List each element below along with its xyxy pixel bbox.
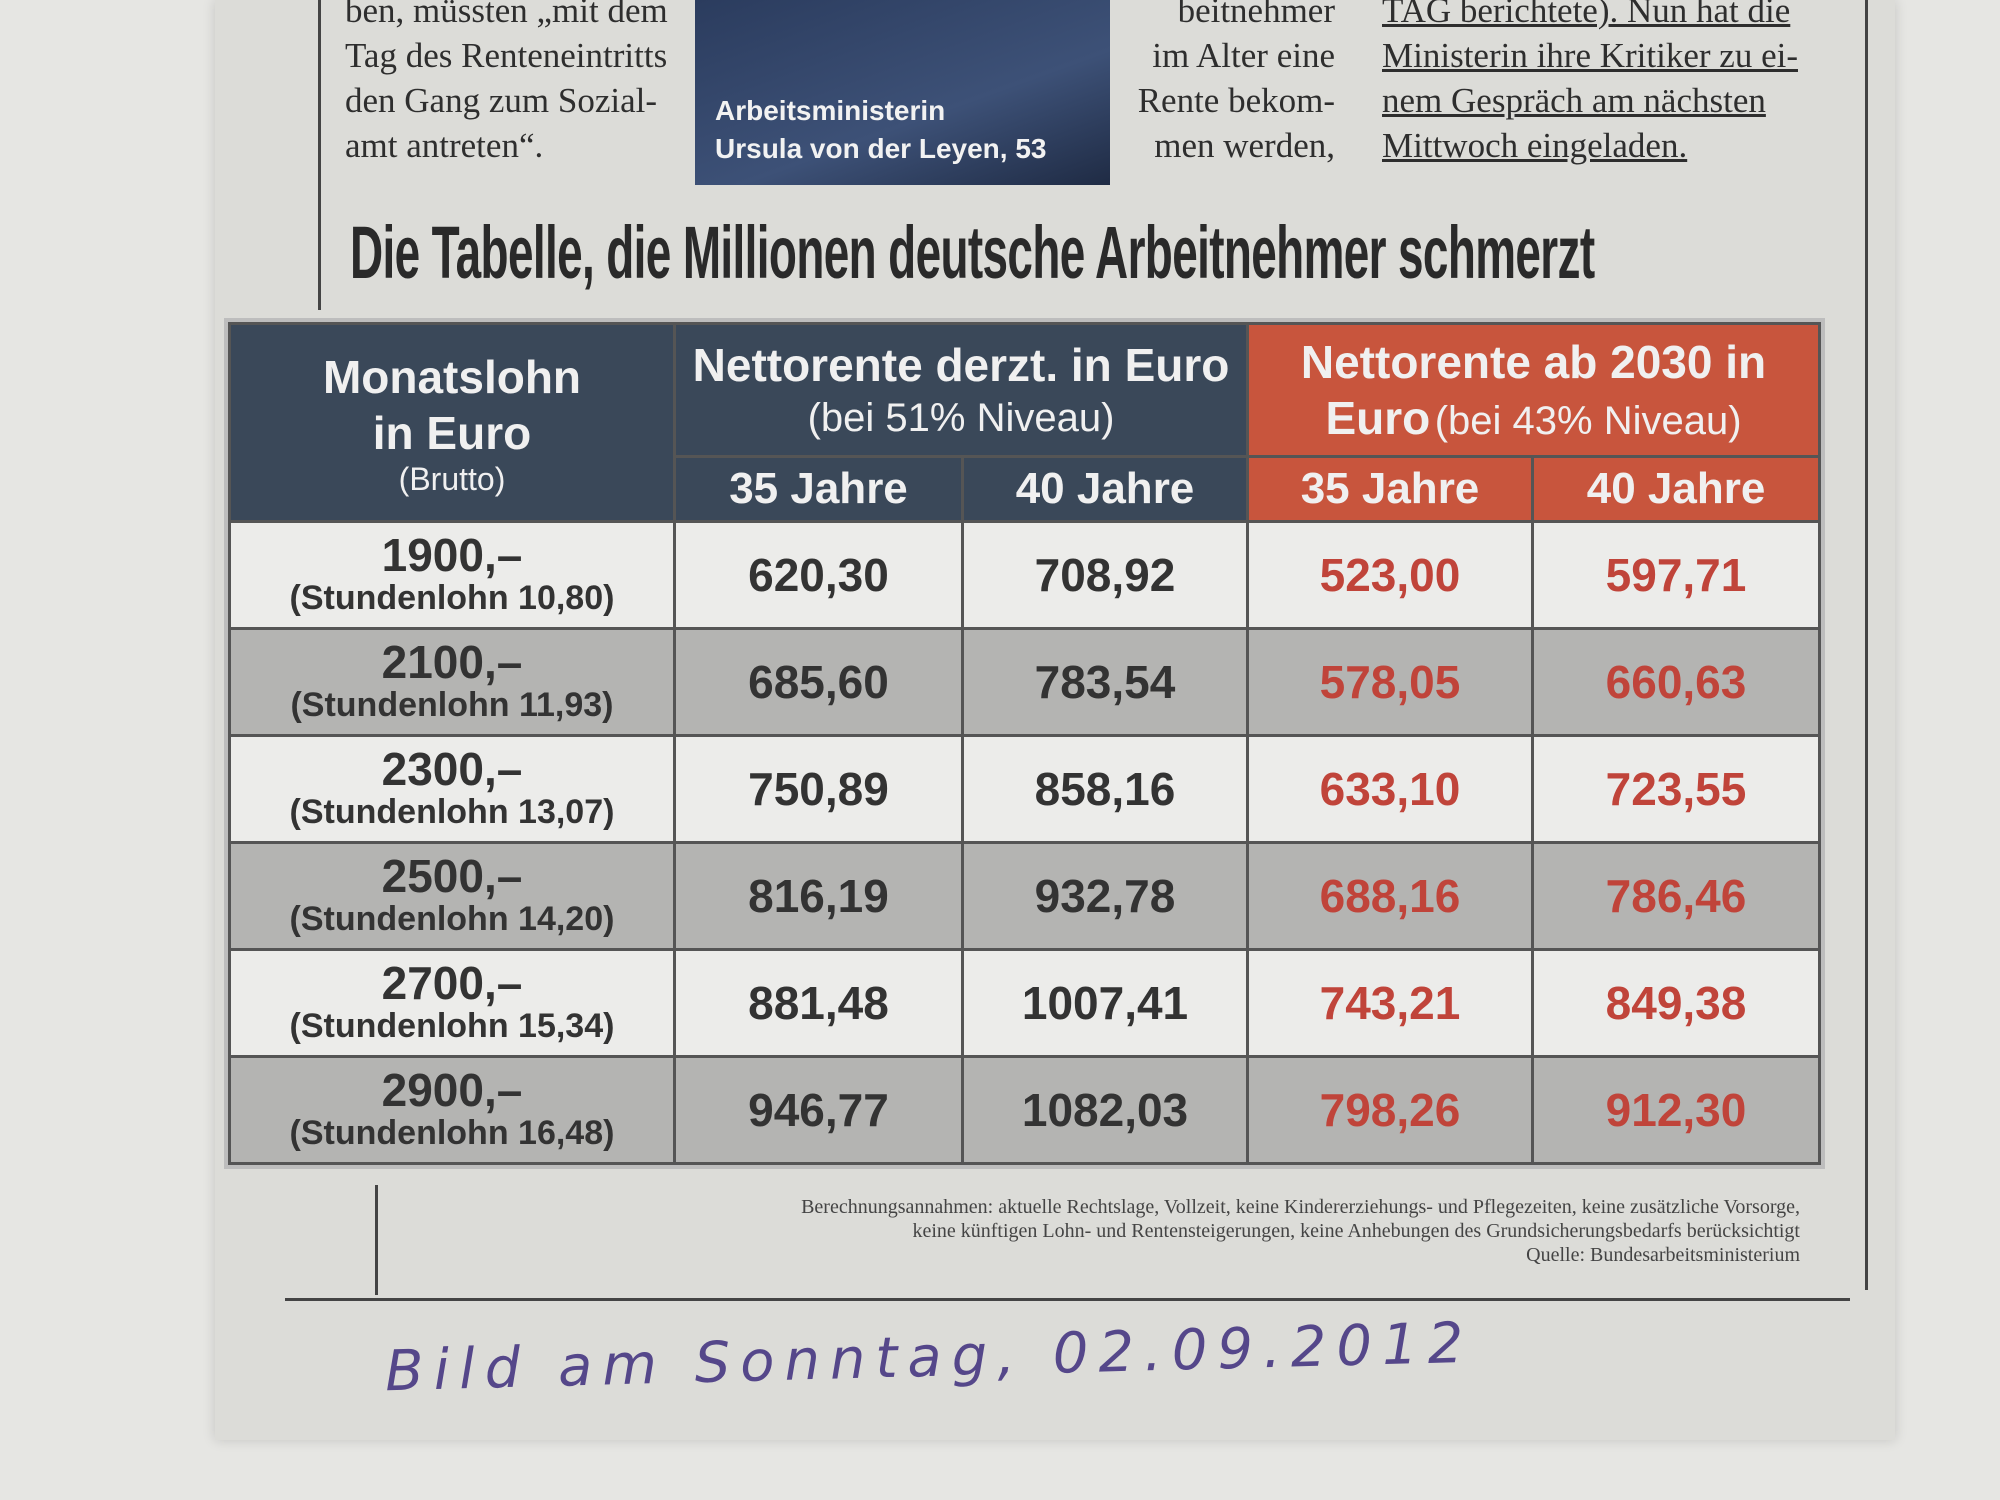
pension-cell: 723,55 bbox=[1530, 734, 1822, 844]
pension-cell: 786,46 bbox=[1530, 841, 1822, 951]
header-text: (bei 51% Niveau) bbox=[807, 396, 1115, 440]
caption-line: Arbeitsministerin bbox=[715, 95, 946, 126]
header-text: Monatslohn bbox=[322, 350, 582, 403]
pension-cell: 783,54 bbox=[961, 627, 1249, 737]
column-rule bbox=[318, 0, 321, 310]
hourly-wage: (Stundenlohn 14,20) bbox=[289, 900, 615, 938]
pension-cell: 578,05 bbox=[1246, 627, 1534, 737]
pension-cell: 1082,03 bbox=[961, 1055, 1249, 1165]
header-text: (Brutto) bbox=[398, 460, 506, 497]
header-cell: Nettorente ab 2030 in Euro (bei 43% Nive… bbox=[1245, 322, 1822, 458]
pension-cell: 798,26 bbox=[1246, 1055, 1534, 1165]
column-rule bbox=[1865, 0, 1868, 1290]
wage-cell: 2900,– (Stundenlohn 16,48) bbox=[228, 1055, 676, 1165]
hourly-wage: (Stundenlohn 11,93) bbox=[290, 686, 614, 724]
article-line: Ministerin ihre Kritiker zu ei- bbox=[1382, 36, 1798, 75]
pension-cell: 620,30 bbox=[673, 520, 964, 630]
table-row: 2900,– (Stundenlohn 16,48) 946,77 1082,03 79… bbox=[228, 1055, 1822, 1165]
header-cell: Monatslohn in Euro (Brutto) bbox=[228, 322, 676, 523]
wage-cell: 2500,– (Stundenlohn 14,20) bbox=[228, 841, 676, 951]
article-line: Mittwoch eingeladen. bbox=[1382, 126, 1688, 165]
article-column: ben, müssten „mit dem Tag des Renteneintr… bbox=[345, 0, 668, 168]
wage: 2100,– bbox=[381, 636, 523, 688]
article-column: beitnehmer im Alter eine Rente bekom-men w… bbox=[1125, 0, 1335, 168]
article-line: beitnehmer bbox=[1177, 0, 1335, 30]
table-row: 1900,– (Stundenlohn 10,80) 620,30 708,92 523… bbox=[228, 520, 1822, 630]
pension-cell: 750,89 bbox=[673, 734, 964, 844]
wage-cell: 2300,– (Stundenlohn 13,07) bbox=[228, 734, 676, 844]
pension-cell: 708,92 bbox=[961, 520, 1249, 630]
article-line: den Gang zum Sozial- bbox=[345, 81, 657, 120]
article-line: nem Gespräch am nächsten bbox=[1382, 81, 1766, 120]
caption-line: Ursula von der Leyen, 53 bbox=[715, 133, 1047, 164]
footnote-line: Berechnungsannahmen: aktuelle Rechtslage… bbox=[801, 1196, 1800, 1218]
article-line: Tag des Renteneintritts bbox=[345, 36, 668, 75]
header-text: Nettorente derzt. in Euro bbox=[692, 339, 1230, 391]
pension-table: Monatslohn in Euro (Brutto) Nettorente d… bbox=[228, 322, 1822, 1165]
wage-cell: 2100,– (Stundenlohn 11,93) bbox=[228, 627, 676, 737]
article-line: TAG berichtete). Nun hat die bbox=[1382, 0, 1791, 30]
hourly-wage: (Stundenlohn 10,80) bbox=[289, 579, 615, 617]
footnote-line: keine künftigen Lohn- und Rentensteigeru… bbox=[912, 1220, 1800, 1242]
header-cell: 40 Jahre bbox=[961, 455, 1249, 523]
pension-cell: 816,19 bbox=[673, 841, 964, 951]
article-line: im Alter eine bbox=[1152, 36, 1335, 75]
pension-cell: 946,77 bbox=[673, 1055, 964, 1165]
header-cell: Nettorente derzt. in Euro (bei 51% Nivea… bbox=[673, 322, 1249, 458]
pension-cell: 932,78 bbox=[961, 841, 1249, 951]
table-body: 1900,– (Stundenlohn 10,80) 620,30 708,92 523… bbox=[228, 520, 1822, 1165]
wage: 2500,– bbox=[381, 850, 523, 902]
wage: 2700,– bbox=[381, 957, 523, 1009]
pension-cell: 685,60 bbox=[673, 627, 964, 737]
pension-cell: 597,71 bbox=[1530, 520, 1822, 630]
table-row: 2100,– (Stundenlohn 11,93) 685,60 783,54 578… bbox=[228, 627, 1822, 737]
pension-cell: 688,16 bbox=[1246, 841, 1534, 951]
pension-cell: 633,10 bbox=[1246, 734, 1534, 844]
wage: 2300,– bbox=[381, 743, 523, 795]
pension-cell: 912,30 bbox=[1530, 1055, 1822, 1165]
hourly-wage: (Stundenlohn 15,34) bbox=[289, 1007, 615, 1045]
footnote-line: Quelle: Bundesarbeitsministerium bbox=[1526, 1244, 1800, 1266]
pension-cell: 858,16 bbox=[961, 734, 1249, 844]
pension-cell: 849,38 bbox=[1530, 948, 1822, 1058]
pension-cell: 523,00 bbox=[1246, 520, 1534, 630]
table-row: 2700,– (Stundenlohn 15,34) 881,48 1007,41 74… bbox=[228, 948, 1822, 1058]
pension-cell: 881,48 bbox=[673, 948, 964, 1058]
article-line: men werden, bbox=[1154, 126, 1335, 165]
footnote: Berechnungsannahmen: aktuelle Rechtslage… bbox=[400, 1195, 1800, 1267]
rule bbox=[285, 1298, 1850, 1301]
header-text: in Euro bbox=[372, 406, 532, 459]
pension-cell: 1007,41 bbox=[961, 948, 1249, 1058]
wage: 1900,– bbox=[381, 529, 523, 581]
photo-caption: Arbeitsministerin Ursula von der Leyen, 5… bbox=[715, 92, 1046, 168]
article-line: Rente bekom- bbox=[1137, 81, 1335, 120]
hourly-wage: (Stundenlohn 16,48) bbox=[289, 1114, 615, 1152]
headline: Die Tabelle, die Millionen deutsche Arbe… bbox=[350, 211, 1595, 294]
header-text: (bei 43% Niveau) bbox=[1434, 399, 1742, 443]
pension-cell: 660,63 bbox=[1530, 627, 1822, 737]
column-rule bbox=[375, 1185, 378, 1295]
table-row: 2500,– (Stundenlohn 14,20) 816,19 932,78 688… bbox=[228, 841, 1822, 951]
wage: 2900,– bbox=[381, 1064, 523, 1116]
pension-cell: 743,21 bbox=[1246, 948, 1534, 1058]
wage-cell: 1900,– (Stundenlohn 10,80) bbox=[228, 520, 676, 630]
article-line: amt antreten“. bbox=[345, 126, 544, 165]
table-row: 2300,– (Stundenlohn 13,07) 750,89 858,16 633… bbox=[228, 734, 1822, 844]
header-cell: 35 Jahre bbox=[673, 455, 964, 523]
header-text: Euro bbox=[1325, 392, 1431, 444]
header-cell: 40 Jahre bbox=[1530, 455, 1822, 523]
photo bbox=[695, 0, 1110, 185]
article-column: TAG berichtete). Nun hat die Ministerin i… bbox=[1382, 0, 1798, 168]
article-line: ben, müssten „mit dem bbox=[345, 0, 668, 30]
wage-cell: 2700,– (Stundenlohn 15,34) bbox=[228, 948, 676, 1058]
header-cell: 35 Jahre bbox=[1246, 455, 1534, 523]
header-text: Nettorente ab 2030 in bbox=[1300, 336, 1767, 388]
hourly-wage: (Stundenlohn 13,07) bbox=[289, 793, 615, 831]
